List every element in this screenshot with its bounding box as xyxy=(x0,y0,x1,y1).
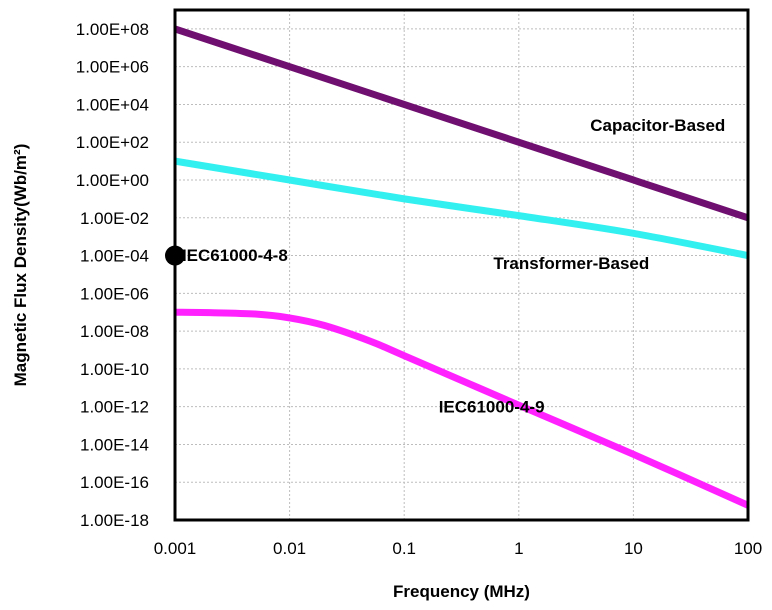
y-tick-label: 1.00E-06 xyxy=(80,284,149,303)
y-tick-label: 1.00E+08 xyxy=(76,20,149,39)
y-tick-label: 1.00E-04 xyxy=(80,247,149,266)
annotation-label: Transformer-Based xyxy=(493,254,649,273)
x-axis-title: Frequency (MHz) xyxy=(393,582,530,601)
x-tick-label: 100 xyxy=(734,539,762,558)
series-layer xyxy=(173,25,750,509)
x-tick-label: 0.001 xyxy=(154,539,197,558)
y-tick-label: 1.00E+06 xyxy=(76,58,149,77)
y-tick-label: 1.00E+02 xyxy=(76,133,149,152)
y-tick-label: 1.00E-08 xyxy=(80,322,149,341)
y-tick-label: 1.00E-10 xyxy=(80,360,149,379)
x-tick-label: 1 xyxy=(514,539,523,558)
annotations: Capacitor-Based Transformer-Based IEC61000… xyxy=(182,116,725,417)
y-tick-label: 1.00E-12 xyxy=(80,398,149,417)
y-axis-title: Magnetic Flux Density(Wb/m²) xyxy=(11,144,30,387)
annotation-label: Capacitor-Based xyxy=(590,116,725,135)
annotation-label: IEC61000-4-8 xyxy=(182,246,288,265)
x-tick-label: 0.01 xyxy=(273,539,306,558)
x-tick-label: 10 xyxy=(624,539,643,558)
series-line-iec61000-4-9 xyxy=(174,308,750,509)
annotation-label: IEC61000-4-9 xyxy=(439,397,545,416)
y-tick-label: 1.00E-16 xyxy=(80,473,149,492)
x-tick-label: 0.1 xyxy=(392,539,416,558)
y-tick-label: 1.00E-02 xyxy=(80,209,149,228)
series-line-capacitor-based xyxy=(173,25,750,222)
y-tick-label: 1.00E-18 xyxy=(80,511,149,530)
y-tick-label: 1.00E-14 xyxy=(80,435,149,454)
y-tick-label: 1.00E+04 xyxy=(76,95,149,114)
y-tick-label: 1.00E+00 xyxy=(76,171,149,190)
tick-labels: 0.001 0.01 0.1 1 10 100 1.00E-18 1.00E-16 1.00E-… xyxy=(76,20,762,558)
plot-frame xyxy=(173,8,750,522)
series-line-transformer-based xyxy=(174,157,749,259)
